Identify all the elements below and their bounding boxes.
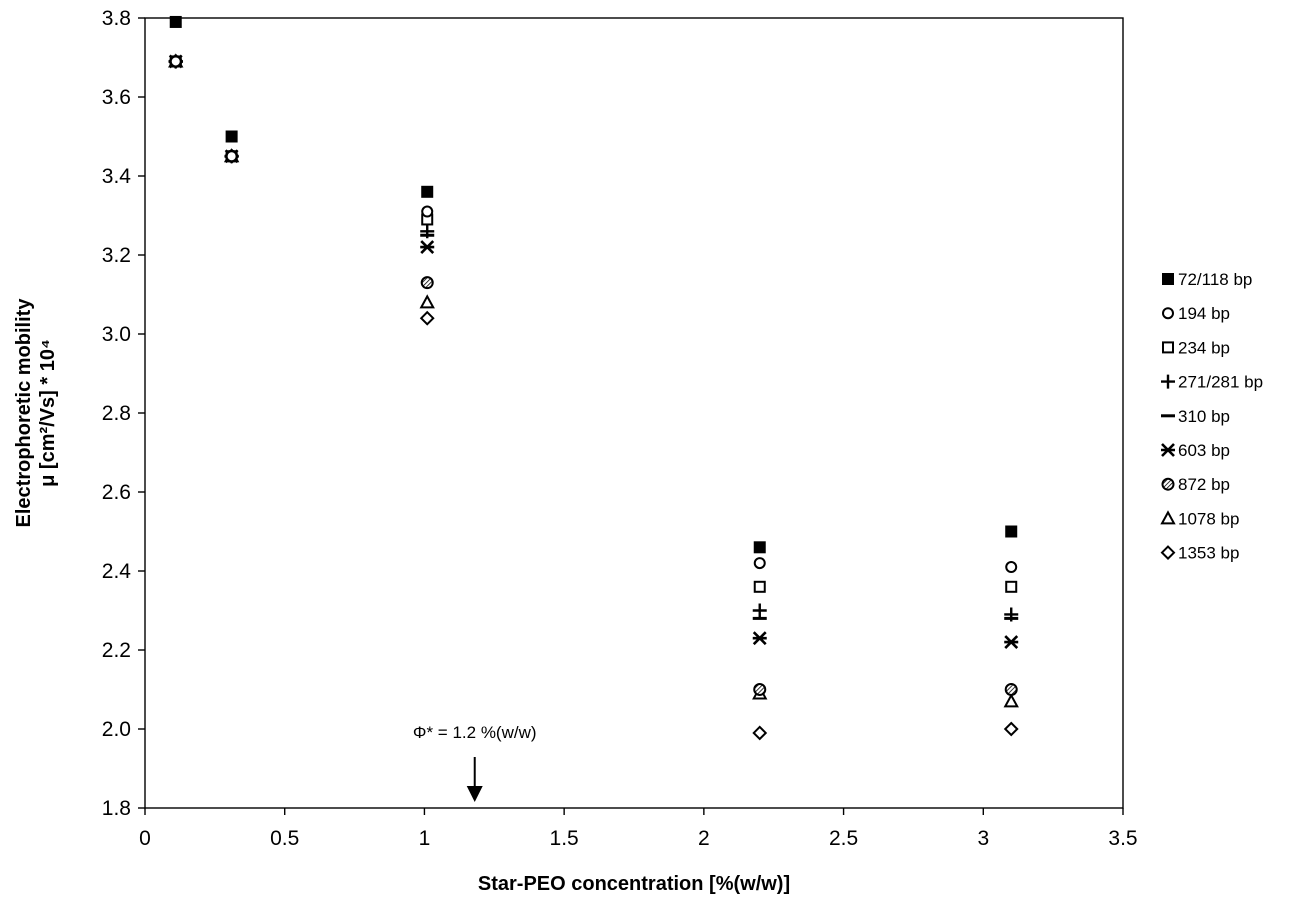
legend-item: 1078 bp xyxy=(1160,509,1239,528)
legend-marker xyxy=(1161,374,1175,389)
legend-item: 1353 bp xyxy=(1160,544,1239,563)
x-tick-label: 1.5 xyxy=(550,827,579,850)
data-point xyxy=(420,224,435,239)
data-point xyxy=(419,294,435,309)
annotation-label: Φ* = 1.2 %(w/w) xyxy=(413,723,537,742)
legend-label: 1353 bp xyxy=(1178,544,1239,563)
data-point xyxy=(752,725,768,741)
y-tick-label: 2.4 xyxy=(102,560,132,583)
y-tick-label: 2.2 xyxy=(102,639,131,662)
legend-item: 271/281 bp xyxy=(1161,373,1263,392)
y-tick-label: 3.4 xyxy=(102,165,132,188)
y-tick-label: 2.6 xyxy=(102,481,131,504)
x-tick-label: 3.5 xyxy=(1108,827,1137,850)
y-tick-label: 1.8 xyxy=(102,797,131,820)
plot-area xyxy=(144,17,1124,809)
x-tick-label: 0.5 xyxy=(270,827,299,850)
data-point xyxy=(421,205,434,218)
legend-marker xyxy=(1160,545,1176,561)
legend-item: 194 bp xyxy=(1162,304,1230,323)
legend-label: 1078 bp xyxy=(1178,509,1239,528)
x-tick-label: 1 xyxy=(419,827,431,850)
legend-marker xyxy=(1162,341,1174,354)
data-point xyxy=(421,185,434,198)
data-points xyxy=(168,15,1019,741)
annotation-arrow-head xyxy=(466,786,483,802)
legend-label: 234 bp xyxy=(1178,338,1230,357)
x-tick-label: 2 xyxy=(698,827,710,850)
data-point xyxy=(419,310,435,326)
legend-label: 72/118 bp xyxy=(1178,270,1252,289)
legend-label: 271/281 bp xyxy=(1178,373,1263,392)
legend-item: 603 bp xyxy=(1161,441,1230,460)
legend-marker xyxy=(1161,443,1175,457)
data-point xyxy=(753,557,766,570)
y-tick-label: 2.0 xyxy=(102,718,131,741)
data-point xyxy=(1004,683,1018,696)
legend-marker xyxy=(1160,510,1176,525)
x-tick-label: 2.5 xyxy=(829,827,858,850)
legend-label: 194 bp xyxy=(1178,304,1230,323)
legend-label: 310 bp xyxy=(1178,407,1230,426)
data-point xyxy=(225,130,238,143)
data-point xyxy=(1004,607,1019,622)
data-point xyxy=(753,580,766,593)
data-point xyxy=(753,683,767,696)
x-tick-label: 3 xyxy=(977,827,989,850)
y-axis-title-line2: μ [cm²/Vs] * 10⁴ xyxy=(37,339,59,487)
y-tick-label: 3.2 xyxy=(102,244,131,267)
y-tick-label: 2.8 xyxy=(102,402,131,425)
y-tick-label: 3.6 xyxy=(102,86,131,109)
legend-label: 603 bp xyxy=(1178,441,1230,460)
legend-marker xyxy=(1162,273,1174,285)
legend-item: 234 bp xyxy=(1162,338,1230,357)
legend-marker xyxy=(1161,477,1175,491)
y-axis-title: Electrophoretic mobility μ [cm²/Vs] * 10… xyxy=(13,298,59,528)
y-tick-label: 3.8 xyxy=(102,7,131,30)
data-point xyxy=(420,240,435,255)
y-axis-title-line1: Electrophoretic mobility xyxy=(13,298,35,528)
data-point xyxy=(420,276,434,290)
legend-item: 310 bp xyxy=(1161,407,1230,426)
data-point xyxy=(752,603,767,618)
threshold-annotation: Φ* = 1.2 %(w/w) xyxy=(413,723,537,802)
data-point xyxy=(753,541,766,554)
x-tick-label: 0 xyxy=(139,827,151,850)
data-point xyxy=(1003,721,1019,737)
data-point xyxy=(1005,580,1018,593)
data-point xyxy=(169,55,182,68)
legend-item: 72/118 bp xyxy=(1162,270,1252,289)
data-point xyxy=(225,150,238,163)
legend-item: 872 bp xyxy=(1161,475,1230,494)
y-axis-ticks: 1.8 2.0 2.2 2.4 2.6 2.8 3.0 3.2 3.4 3.6 3.8 xyxy=(102,7,145,820)
data-point xyxy=(1003,693,1019,708)
data-point xyxy=(1005,561,1018,574)
y-tick-label: 3.0 xyxy=(102,323,131,346)
data-point xyxy=(1004,635,1019,650)
data-point xyxy=(752,631,767,646)
data-point xyxy=(1005,525,1018,538)
legend-marker xyxy=(1162,307,1174,320)
x-axis-title: Star-PEO concentration [%(w/w)] xyxy=(478,873,790,895)
legend: 72/118 bp 194 bp 234 bp 271/281 bp 310 bp 603… xyxy=(1160,270,1263,563)
legend-label: 872 bp xyxy=(1178,475,1230,494)
data-point xyxy=(169,15,182,28)
x-axis-ticks: 0 0.5 1 1.5 2 2.5 3 3.5 xyxy=(139,808,1138,850)
